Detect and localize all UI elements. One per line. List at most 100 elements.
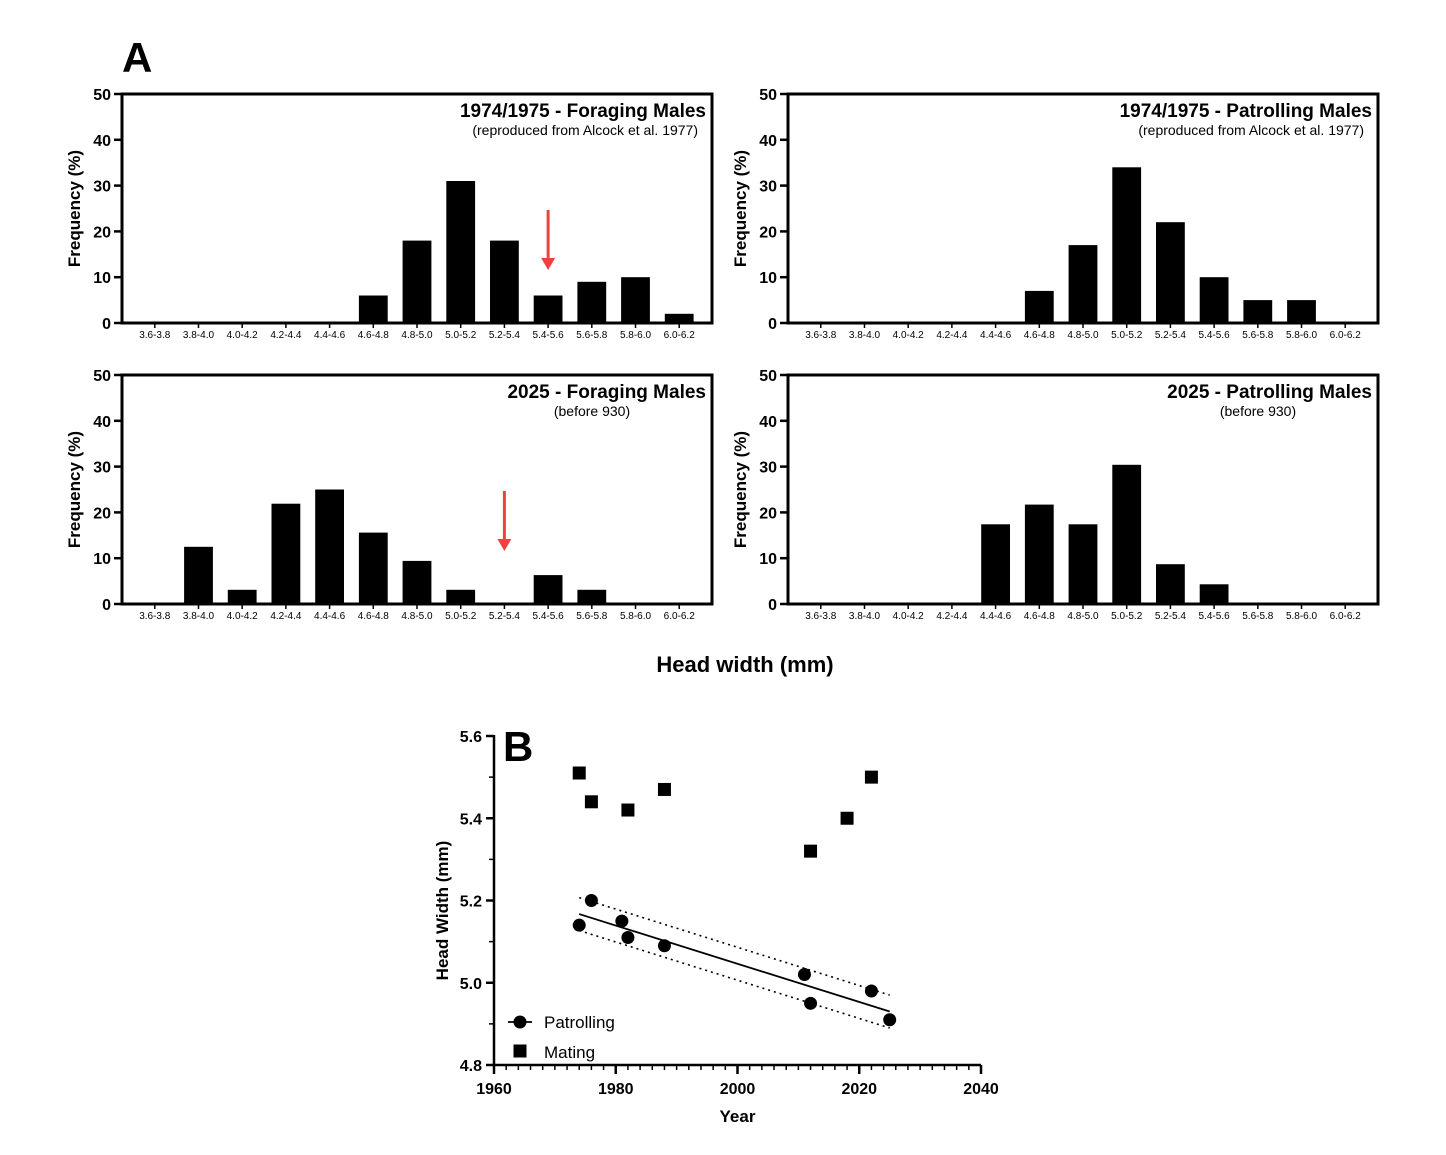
patrolling-point <box>584 894 598 907</box>
x-tick-label: 1980 <box>598 1081 634 1098</box>
mating-point <box>804 844 818 858</box>
y-tick-label: 0 <box>768 316 777 333</box>
patrolling-point <box>804 996 818 1010</box>
x-tick-label: 3.6-3.8 <box>805 611 837 622</box>
y-tick-label: 4.8 <box>460 1058 482 1075</box>
y-axis-label: Frequency (%) <box>65 150 84 267</box>
bar <box>664 313 694 323</box>
patrolling-point <box>615 914 629 928</box>
chart-patrolling-2025: 0 10 20 30 40 50 3.6-3.8 3.8-4.0 4.0-4.2 4.2-4.4 4… <box>731 368 1380 622</box>
x-tick-label: 6.0-6.2 <box>1330 611 1362 622</box>
bar <box>402 560 432 604</box>
y-tick-label: 50 <box>759 87 777 104</box>
bar <box>533 575 563 604</box>
panel-b-letter: B <box>503 723 533 770</box>
x-tick-label: 6.0-6.2 <box>664 330 696 341</box>
x-tick-label: 2020 <box>841 1081 877 1098</box>
x-tick-label: 5.4-5.6 <box>533 611 565 622</box>
x-tick-label: 4.8-5.0 <box>1067 611 1099 622</box>
x-tick-label: 4.6-4.8 <box>1024 330 1056 341</box>
x-tick-label: 3.8-4.0 <box>849 330 881 341</box>
x-tick-label: 5.4-5.6 <box>1199 330 1231 341</box>
x-tick-label: 5.0-5.2 <box>445 330 477 341</box>
patrolling-point <box>864 984 878 998</box>
mating-point <box>572 766 586 780</box>
y-axis-label: Frequency (%) <box>65 431 84 548</box>
chart-title: 2025 - Foraging Males <box>507 382 706 403</box>
x-tick-label: 5.6-5.8 <box>576 330 608 341</box>
x-tick-label: 5.6-5.8 <box>576 611 608 622</box>
bar <box>184 546 213 605</box>
patrolling-point <box>883 1013 897 1027</box>
bar <box>1156 564 1185 604</box>
panel-a-letter: A <box>122 34 152 81</box>
arrow-head <box>497 539 512 551</box>
y-tick-label: 40 <box>93 133 111 150</box>
x-axis-label: Year <box>720 1107 756 1126</box>
x-tick-label: 6.0-6.2 <box>664 611 696 622</box>
shared-x-axis-label: Head width (mm) <box>656 652 833 677</box>
x-tick-label: 5.0-5.2 <box>1111 330 1143 341</box>
bar <box>577 281 607 323</box>
x-tick-label: 4.4-4.6 <box>980 611 1012 622</box>
patrolling-point <box>657 939 671 953</box>
confidence-band-upper <box>578 896 890 996</box>
chart-subtitle: (before 930) <box>554 403 630 419</box>
bar <box>1156 222 1185 323</box>
bar <box>1112 464 1142 604</box>
bar <box>358 295 388 323</box>
chart-patrolling-1974: 0 10 20 30 40 50 3.6-3.8 3.8-4.0 4.0-4.2 4.2-4.4 4… <box>731 87 1380 341</box>
y-tick-label: 5.2 <box>460 894 482 911</box>
mating-point <box>864 770 878 784</box>
legend-mating-marker <box>513 1044 527 1058</box>
chart-subtitle: (reproduced from Alcock et al. 1977) <box>1138 122 1364 138</box>
x-tick-label: 5.6-5.8 <box>1242 611 1274 622</box>
bar <box>1199 277 1229 323</box>
x-tick-label: 4.2-4.4 <box>936 330 968 341</box>
bar <box>402 240 432 323</box>
y-tick-label: 30 <box>759 460 777 477</box>
x-tick-label: 2000 <box>720 1081 756 1098</box>
x-tick-label: 5.8-6.0 <box>1286 611 1318 622</box>
x-tick-label: 3.8-4.0 <box>183 611 215 622</box>
mating-point <box>840 811 854 825</box>
x-tick-label: 4.8-5.0 <box>401 330 433 341</box>
x-tick-label: 1960 <box>476 1081 512 1098</box>
y-tick-label: 20 <box>93 505 111 522</box>
bar <box>1024 504 1054 604</box>
chart-head-width-vs-year: 4.8 5.0 5.2 5.4 5.6 1960 1980 2000 2020 2040 Year H… <box>433 729 999 1126</box>
legend-patrolling-label: Patrolling <box>544 1013 615 1032</box>
bar <box>1068 524 1098 604</box>
x-tick-label: 3.6-3.8 <box>805 330 837 341</box>
bar <box>533 295 563 323</box>
chart-title: 1974/1975 - Foraging Males <box>460 101 706 122</box>
bar <box>446 589 476 604</box>
x-tick-label: 5.4-5.6 <box>1199 611 1231 622</box>
bar <box>358 532 388 604</box>
y-axis-label: Frequency (%) <box>731 150 750 267</box>
x-tick-label: 4.6-4.8 <box>358 330 390 341</box>
chart-title: 1974/1975 - Patrolling Males <box>1120 101 1372 122</box>
x-tick-label: 3.8-4.0 <box>849 611 881 622</box>
x-tick-label: 5.6-5.8 <box>1242 330 1274 341</box>
y-tick-label: 50 <box>93 368 111 385</box>
y-tick-label: 20 <box>759 505 777 522</box>
x-tick-label: 4.0-4.2 <box>893 330 925 341</box>
bar <box>271 503 301 604</box>
y-tick-label: 40 <box>93 414 111 431</box>
patrolling-point <box>621 931 635 945</box>
y-axis-label: Head Width (mm) <box>433 841 452 981</box>
x-tick-label: 5.2-5.4 <box>489 611 521 622</box>
bar <box>577 589 607 604</box>
bar <box>446 181 476 323</box>
x-tick-label: 5.8-6.0 <box>1286 330 1318 341</box>
bar <box>621 277 650 323</box>
bar <box>1024 290 1054 323</box>
x-tick-label: 4.2-4.4 <box>270 330 302 341</box>
x-tick-label: 2040 <box>963 1081 999 1098</box>
y-tick-label: 0 <box>102 597 111 614</box>
y-tick-label: 5.4 <box>460 811 482 828</box>
y-tick-label: 40 <box>759 414 777 431</box>
x-tick-label: 5.0-5.2 <box>445 611 477 622</box>
x-tick-label: 5.8-6.0 <box>620 330 652 341</box>
